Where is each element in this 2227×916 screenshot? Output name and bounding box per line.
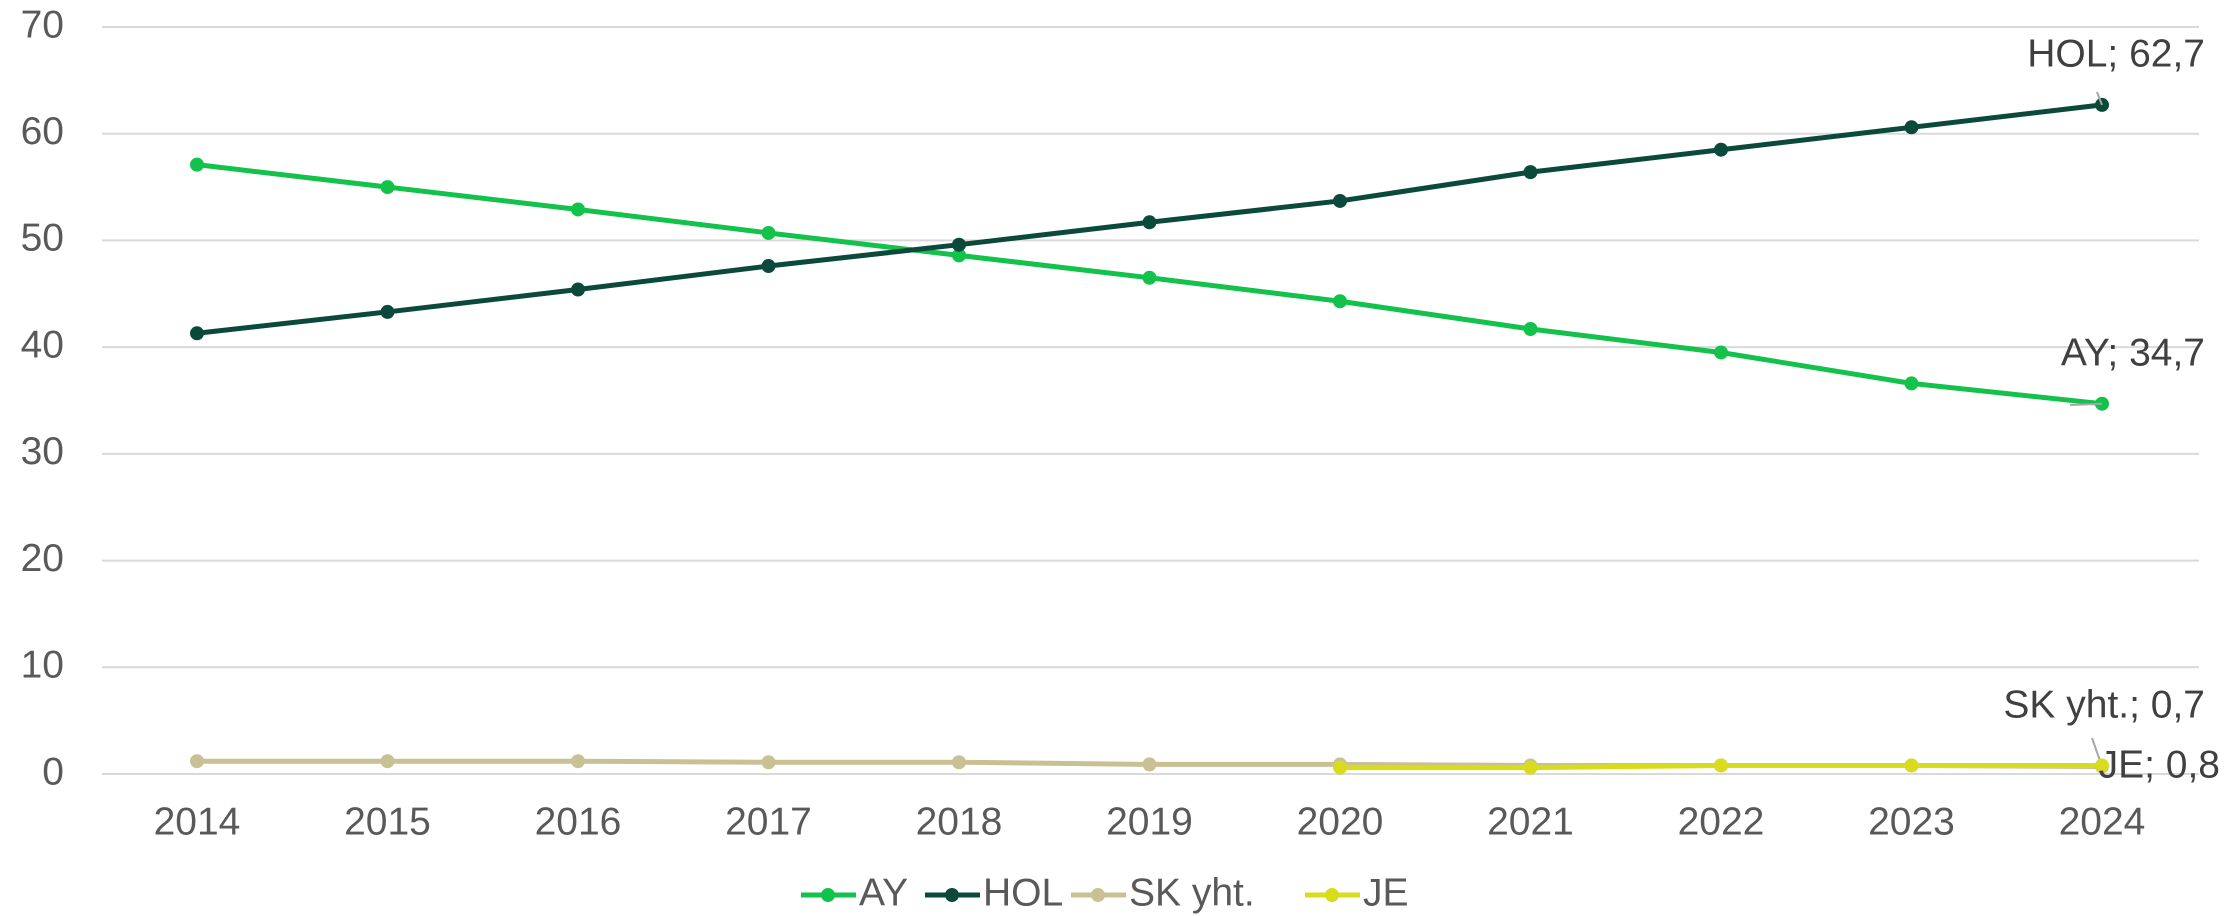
data-point [952, 237, 966, 252]
data-point [571, 202, 585, 217]
data-point [190, 157, 204, 172]
data-point [1904, 758, 1919, 773]
data-point [1523, 165, 1538, 180]
data-point [761, 259, 776, 274]
data-point [571, 282, 585, 297]
x-tick-label: 2024 [2059, 800, 2146, 843]
data-point [1904, 376, 1919, 391]
data-point [1714, 142, 1728, 157]
legend-label: JE [1363, 871, 1409, 914]
y-tick-label: 20 [21, 537, 64, 580]
data-point [1523, 322, 1538, 337]
legend-marker [821, 888, 835, 902]
x-tick-label: 2015 [344, 800, 431, 843]
data-label: SK yht.; 0,7 [2003, 683, 2205, 726]
data-point [1142, 215, 1157, 230]
y-tick-label: 50 [21, 217, 64, 260]
legend-marker [1091, 888, 1105, 902]
leader-line [2069, 402, 2103, 406]
x-tick-label: 2018 [916, 800, 1003, 843]
data-label: JE; 0,8 [2099, 743, 2220, 786]
y-tick-label: 70 [21, 3, 64, 46]
data-point [1714, 345, 1728, 360]
data-point [380, 180, 395, 195]
y-tick-label: 0 [42, 750, 64, 793]
data-point [761, 225, 776, 240]
data-label: AY; 34,7 [2061, 331, 2205, 374]
data-label: HOL; 62,7 [2027, 32, 2205, 75]
x-tick-label: 2023 [1868, 800, 1955, 843]
x-tick-label: 2022 [1678, 800, 1765, 843]
x-tick-label: 2017 [725, 800, 812, 843]
x-tick-label: 2016 [535, 800, 622, 843]
x-tick-label: 2019 [1106, 800, 1193, 843]
legend-label: SK yht. [1129, 871, 1255, 914]
data-point [571, 754, 585, 769]
x-tick-label: 2014 [154, 800, 241, 843]
y-tick-label: 10 [21, 644, 64, 687]
data-point [1333, 294, 1347, 309]
data-point [761, 755, 776, 770]
data-point [380, 304, 395, 319]
legend-marker [945, 888, 959, 902]
data-point [1333, 193, 1347, 208]
data-point [2095, 758, 2109, 773]
data-point [1142, 757, 1157, 772]
data-point [1333, 760, 1347, 775]
data-point [1714, 758, 1728, 773]
leader-line [2096, 91, 2103, 106]
x-tick-label: 2020 [1297, 800, 1384, 843]
data-point [1142, 270, 1157, 285]
legend-label: HOL [983, 871, 1063, 914]
y-tick-label: 30 [21, 430, 64, 473]
data-point [1904, 120, 1919, 135]
data-point [1523, 760, 1538, 775]
data-point [952, 755, 966, 770]
y-tick-label: 40 [21, 323, 64, 366]
data-point [190, 326, 204, 341]
data-point [952, 248, 966, 263]
legend-marker [1325, 888, 1339, 902]
data-point [190, 754, 204, 769]
x-tick-label: 2021 [1487, 800, 1574, 843]
y-tick-label: 60 [21, 110, 64, 153]
data-point [380, 754, 395, 769]
legend-label: AY [859, 871, 908, 914]
